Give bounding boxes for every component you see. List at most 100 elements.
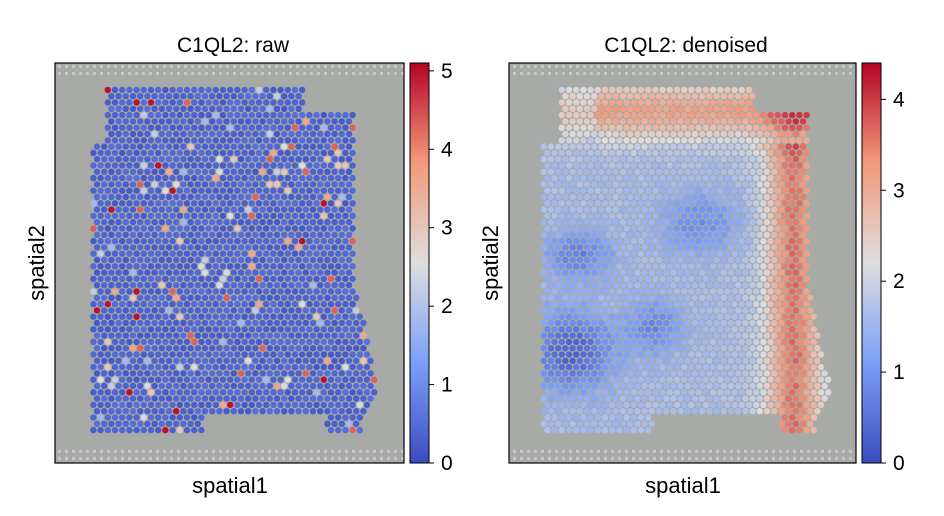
spot: [119, 149, 126, 157]
spot: [709, 200, 717, 207]
spot: [165, 206, 173, 213]
spot: [771, 382, 778, 390]
spot: [223, 168, 230, 175]
spot: [137, 307, 144, 314]
spot: [277, 124, 284, 131]
spot: [291, 237, 299, 245]
spot: [792, 193, 799, 201]
spot: [738, 338, 745, 346]
spot: [634, 395, 641, 402]
spot: [598, 156, 605, 163]
spot: [248, 237, 255, 245]
spot: [763, 206, 771, 213]
spot: [187, 319, 194, 327]
colorbar-tick-label: 5: [441, 60, 453, 83]
spot: [709, 275, 717, 283]
spot: [547, 231, 555, 238]
spot: [727, 395, 735, 402]
spot: [119, 313, 126, 320]
spot: [659, 174, 666, 182]
spot: [90, 414, 97, 421]
spot: [194, 231, 201, 238]
spot: [713, 395, 720, 402]
spot: [648, 357, 655, 364]
spot: [699, 93, 706, 100]
spot: [158, 269, 165, 276]
spot: [165, 256, 173, 264]
spot: [637, 187, 645, 194]
spot: [738, 250, 745, 257]
spot: [331, 244, 338, 251]
spot: [133, 250, 140, 257]
spot: [558, 414, 565, 421]
spot: [666, 187, 673, 194]
spot: [198, 187, 205, 194]
spot: [101, 219, 108, 226]
spot: [652, 200, 659, 207]
spot: [601, 414, 609, 421]
spot: [803, 313, 810, 320]
spot: [133, 225, 140, 232]
spot: [115, 105, 122, 113]
spot: [663, 382, 670, 390]
spot: [724, 99, 731, 106]
spot: [641, 231, 648, 238]
spot: [140, 401, 147, 409]
spot: [609, 250, 616, 257]
spot: [756, 332, 763, 339]
spot: [331, 319, 338, 327]
spot: [735, 408, 742, 415]
spot: [781, 326, 789, 333]
spot: [281, 269, 288, 276]
spot: [133, 351, 140, 358]
spot: [151, 307, 158, 314]
spot: [709, 124, 717, 131]
spot: [587, 300, 594, 308]
spot: [670, 231, 677, 238]
spot: [205, 401, 212, 409]
spot: [616, 174, 623, 182]
spot: [681, 200, 688, 207]
spot: [335, 162, 342, 169]
spot: [176, 376, 183, 383]
spot: [93, 319, 101, 327]
spot: [176, 187, 183, 194]
spot: [699, 105, 706, 113]
spot: [619, 156, 627, 163]
spot: [781, 338, 789, 346]
spot: [681, 187, 688, 194]
spot: [778, 219, 785, 226]
spot: [789, 162, 796, 169]
spot: [659, 250, 666, 257]
spot: [637, 313, 645, 320]
spot: [569, 156, 576, 163]
spot: [216, 332, 223, 339]
spot: [245, 382, 252, 390]
spot: [111, 200, 119, 207]
spot: [724, 326, 731, 333]
spot: [187, 244, 194, 251]
spot: [695, 187, 702, 194]
spot: [742, 244, 749, 251]
spot: [731, 137, 738, 144]
spot: [104, 212, 112, 220]
spot: [641, 143, 648, 150]
spot: [742, 130, 749, 138]
spot: [227, 376, 234, 383]
spot: [742, 370, 749, 377]
spot: [252, 319, 259, 327]
spot: [616, 426, 623, 434]
spot: [551, 326, 558, 333]
spot: [573, 111, 580, 119]
spot: [573, 250, 580, 257]
spot: [774, 288, 781, 295]
spot: [767, 237, 774, 245]
spot: [119, 212, 126, 220]
spot: [540, 193, 547, 201]
spot: [230, 319, 237, 327]
spot: [670, 181, 677, 188]
spot: [176, 124, 183, 131]
spot: [774, 376, 781, 383]
spot: [209, 231, 216, 238]
spot: [317, 282, 324, 289]
